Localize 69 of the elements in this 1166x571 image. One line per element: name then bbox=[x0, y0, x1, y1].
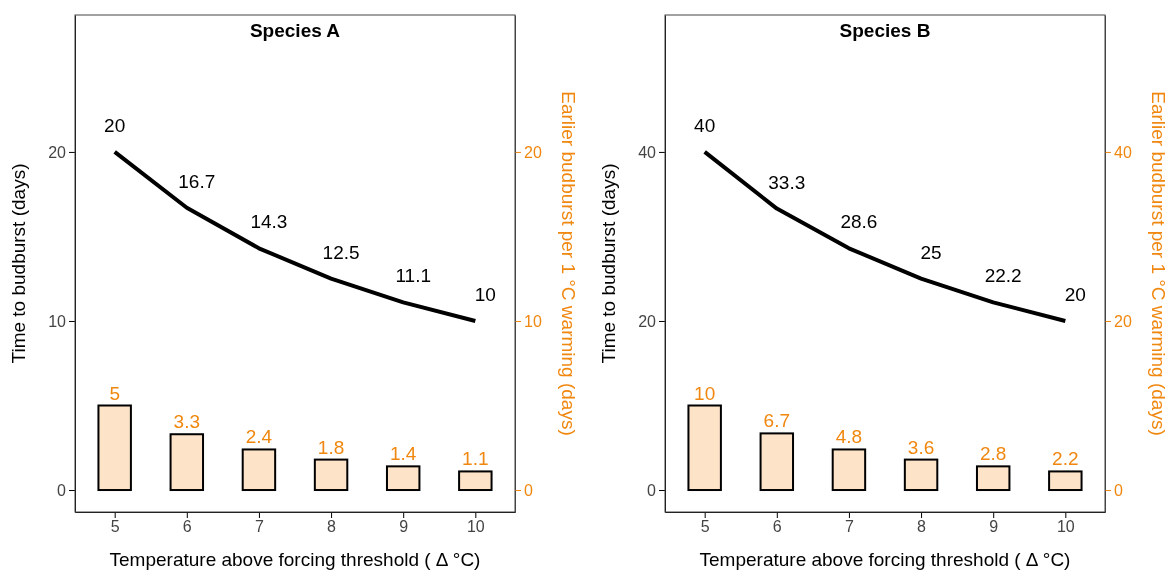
data-label: 40 bbox=[694, 114, 716, 136]
data-label: 2.4 bbox=[245, 426, 273, 448]
y2-tick-label: 20 bbox=[1114, 312, 1132, 330]
bar bbox=[313, 458, 349, 492]
bar bbox=[831, 448, 867, 492]
data-label: 20 bbox=[104, 114, 126, 136]
data-label: 28.6 bbox=[840, 211, 878, 233]
y-tick-label: 0 bbox=[647, 481, 657, 499]
y-tick-label: 0 bbox=[57, 481, 67, 499]
x-tick-label: 9 bbox=[399, 518, 409, 536]
x-tick-label: 6 bbox=[772, 518, 782, 536]
y-axis-title: Time to budburst (days) bbox=[8, 163, 29, 364]
x-tick-label: 5 bbox=[700, 518, 710, 536]
data-label: 16.7 bbox=[178, 170, 216, 192]
data-label: 3.3 bbox=[173, 411, 201, 433]
data-label: 11.1 bbox=[395, 265, 431, 287]
bar bbox=[687, 404, 722, 492]
y-tick-label: 20 bbox=[638, 312, 657, 330]
bar bbox=[1048, 470, 1083, 492]
data-label: 10 bbox=[474, 283, 496, 305]
data-label: 5 bbox=[109, 382, 120, 404]
data-label: 25 bbox=[920, 241, 942, 263]
x-axis-title: Temperature above forcing threshold ( Δ °C) bbox=[109, 549, 481, 570]
data-label: 1.1 bbox=[462, 448, 489, 470]
y2-tick-label: 40 bbox=[1114, 143, 1132, 161]
data-label: 1.4 bbox=[389, 443, 417, 465]
x-axis-title: Temperature above forcing threshold ( Δ °C) bbox=[699, 549, 1071, 570]
bar bbox=[241, 448, 277, 492]
x-tick-label: 9 bbox=[989, 518, 999, 536]
y2-tick-label: 20 bbox=[524, 143, 542, 161]
x-tick-label: 8 bbox=[327, 518, 337, 536]
data-label: 6.7 bbox=[763, 410, 791, 432]
chart-title: Species A bbox=[249, 20, 341, 41]
y2-tick-label: 0 bbox=[524, 481, 533, 499]
bar bbox=[97, 404, 132, 492]
data-label: 22.2 bbox=[984, 265, 1022, 287]
data-label: 3.6 bbox=[907, 436, 935, 458]
x-tick-label: 6 bbox=[182, 518, 192, 536]
x-tick-label: 7 bbox=[844, 518, 854, 536]
x-tick-label: 5 bbox=[110, 518, 120, 536]
x-tick-label: 10 bbox=[466, 518, 485, 536]
y2-tick-label: 10 bbox=[524, 312, 542, 330]
bar bbox=[458, 470, 493, 492]
bar bbox=[903, 458, 939, 492]
bar bbox=[759, 432, 795, 492]
y-tick-label: 40 bbox=[638, 143, 657, 161]
y2-tick-label: 0 bbox=[1114, 481, 1123, 499]
bar bbox=[169, 433, 205, 492]
chart-title: Species B bbox=[839, 20, 931, 41]
x-tick-label: 7 bbox=[254, 518, 264, 536]
data-label: 1.8 bbox=[317, 436, 345, 458]
x-tick-label: 10 bbox=[1056, 518, 1075, 536]
data-label: 10 bbox=[694, 382, 716, 404]
data-label: 2.8 bbox=[979, 443, 1007, 465]
data-label: 33.3 bbox=[768, 171, 806, 193]
data-label: 2.2 bbox=[1052, 448, 1079, 470]
bar bbox=[385, 465, 421, 492]
data-label: 12.5 bbox=[322, 241, 360, 263]
bar bbox=[975, 465, 1011, 492]
data-label: 20 bbox=[1064, 283, 1086, 305]
y-axis-title: Time to budburst (days) bbox=[598, 163, 619, 364]
y-tick-label: 20 bbox=[48, 143, 67, 161]
line-series bbox=[112, 149, 478, 323]
y2-axis-title: Earlier budburst per 1 °C warming (days) bbox=[1148, 91, 1166, 436]
x-tick-label: 8 bbox=[917, 518, 927, 536]
data-label: 4.8 bbox=[835, 426, 863, 448]
y2-axis-title: Earlier budburst per 1 °C warming (days) bbox=[558, 91, 579, 436]
y-tick-label: 10 bbox=[48, 312, 67, 330]
data-label: 14.3 bbox=[250, 211, 288, 233]
